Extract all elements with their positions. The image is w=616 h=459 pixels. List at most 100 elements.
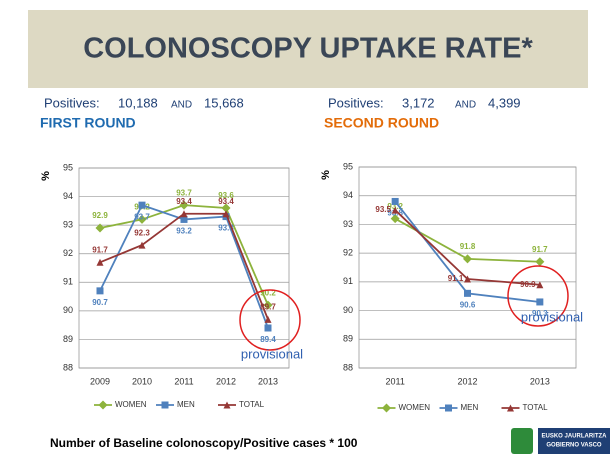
legend-label: MEN (177, 400, 195, 409)
logo: EUSKO JAURLARITZA GOBIERNO VASCO (511, 428, 610, 454)
data-label: 91.8 (460, 242, 476, 251)
marker (391, 197, 399, 205)
y-tick-label: 89 (343, 334, 353, 344)
data-label: 93.4 (218, 197, 234, 206)
positives-first: 3,172 (402, 95, 435, 110)
positives-label: Positives: (328, 95, 384, 110)
marker (223, 401, 231, 409)
positives-joiner: AND (455, 100, 476, 111)
marker (161, 401, 169, 409)
marker (391, 206, 399, 214)
annotation-circle (239, 289, 301, 351)
title-box (28, 10, 588, 88)
annotation: provisional (521, 309, 583, 324)
slide-title: COLONOSCOPY UPTAKE RATE* (83, 33, 533, 65)
annotation-circle (507, 265, 569, 327)
y-tick-label: 92 (343, 248, 353, 258)
marker (179, 200, 189, 210)
marker (264, 315, 272, 323)
plot-area (358, 166, 577, 369)
data-label: 93.2 (387, 202, 403, 211)
positives-first: 10,188 (118, 95, 158, 110)
x-tick-label: 2012 (216, 376, 236, 386)
marker (98, 400, 108, 410)
marker (138, 241, 146, 249)
y-tick-label: 90 (343, 305, 353, 315)
marker (180, 215, 188, 223)
marker (535, 257, 545, 267)
x-tick-label: 2011 (385, 376, 404, 386)
data-label: 93.4 (176, 197, 192, 206)
y-tick-label: 88 (63, 362, 73, 372)
round-title: SECOND ROUND (324, 115, 439, 131)
logo-text: EUSKO JAURLARITZA (541, 434, 607, 440)
legend-label: MEN (461, 403, 479, 412)
logo-box (538, 428, 610, 454)
footer: Number of Baseline colonoscopy/Positive … (50, 436, 358, 450)
y-tick-label: 88 (343, 362, 353, 372)
y-tick-label: 91 (343, 276, 353, 286)
y-tick-label: 94 (343, 190, 353, 200)
data-label: 90.9 (520, 280, 536, 289)
marker (95, 223, 105, 233)
data-label: 93.7 (134, 212, 150, 221)
y-tick-label: 95 (63, 162, 73, 172)
series-line (394, 200, 540, 303)
marker (382, 403, 391, 413)
marker (263, 300, 273, 310)
positives-second: 4,399 (488, 95, 521, 110)
x-tick-label: 2009 (90, 376, 110, 386)
logo-text: GOBIERNO VASCO (546, 443, 602, 449)
y-tick-label: 90 (63, 305, 73, 315)
data-label: 89.4 (260, 335, 276, 344)
data-label: 90.7 (92, 298, 108, 307)
marker (464, 275, 471, 283)
marker (222, 210, 230, 218)
data-label: 93.3 (218, 224, 234, 233)
data-label: 91.1 (448, 274, 464, 283)
data-label: 93.5 (375, 205, 391, 214)
legend-label: WOMEN (399, 403, 431, 412)
data-label: 91.7 (532, 245, 548, 254)
data-label: 92.9 (92, 211, 108, 220)
x-tick-label: 2013 (530, 376, 550, 386)
round-title: FIRST ROUND (40, 115, 136, 131)
data-label: 90.3 (532, 309, 548, 318)
marker (463, 254, 472, 264)
positives-label: Positives: (44, 95, 100, 110)
logo-emblem (511, 428, 533, 454)
legend-label: TOTAL (239, 400, 265, 409)
legend-label: TOTAL (523, 403, 549, 412)
data-label: 93.6 (218, 191, 234, 200)
marker (536, 281, 544, 289)
annotation: provisional (241, 346, 303, 361)
y-tick-label: 93 (63, 220, 73, 230)
data-label: 93.2 (176, 227, 192, 236)
data-label: 90.2 (260, 288, 276, 297)
y-tick-label: 89 (63, 334, 73, 344)
marker (390, 214, 400, 224)
y-tick-label: 94 (63, 191, 73, 201)
data-label: 91.7 (92, 245, 108, 254)
marker (96, 258, 104, 266)
data-label: 90.6 (460, 300, 476, 309)
y-axis-label: % (40, 171, 52, 181)
y-tick-label: 92 (63, 248, 73, 258)
positives-joiner: AND (171, 100, 192, 111)
marker (180, 210, 188, 218)
marker (264, 324, 272, 332)
y-tick-label: 93 (343, 219, 353, 229)
marker (507, 404, 514, 412)
y-tick-label: 95 (343, 161, 353, 171)
y-axis-label: % (320, 170, 332, 180)
x-tick-label: 2013 (258, 376, 278, 386)
positives-second: 15,668 (204, 95, 244, 110)
marker (137, 214, 147, 224)
marker (464, 289, 471, 297)
marker (96, 287, 104, 295)
marker (138, 201, 146, 209)
data-label: 93.7 (176, 188, 192, 197)
data-label: 89.7 (260, 303, 276, 312)
marker (536, 298, 544, 306)
